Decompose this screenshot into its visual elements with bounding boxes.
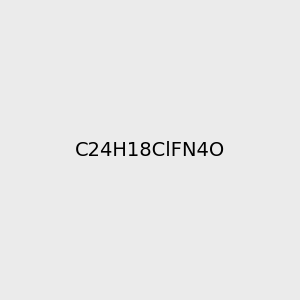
Text: C24H18ClFN4O: C24H18ClFN4O	[75, 140, 225, 160]
